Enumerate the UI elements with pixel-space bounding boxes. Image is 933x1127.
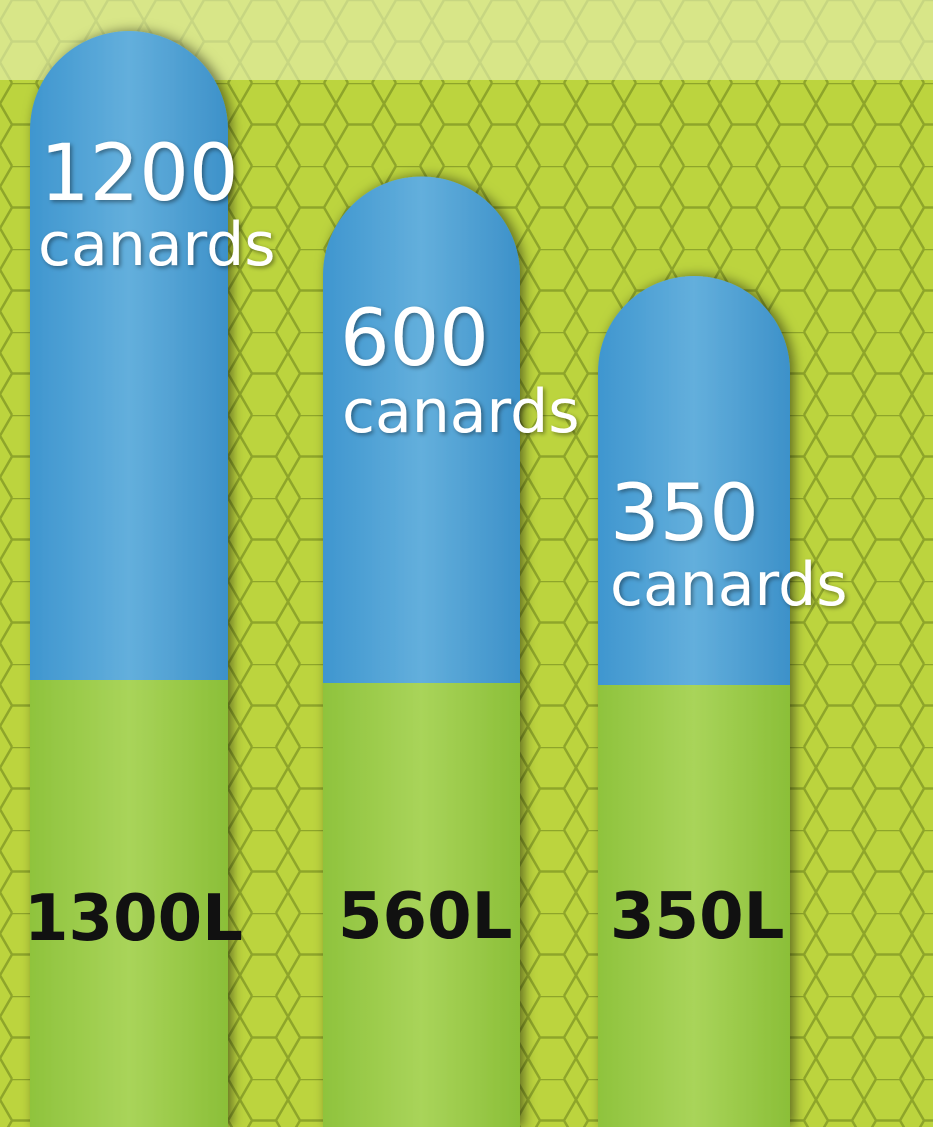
- unit: canards: [342, 377, 580, 447]
- count: 600: [340, 294, 489, 384]
- unit: canards: [38, 210, 276, 280]
- infographic: 1200 canards 600 canards 350 canards 130…: [0, 0, 933, 1127]
- volume: 1300L: [24, 882, 243, 956]
- volume: 560L: [338, 880, 512, 954]
- count: 1200: [40, 129, 239, 219]
- unit: canards: [610, 550, 848, 620]
- volume: 350L: [610, 880, 784, 954]
- count: 350: [610, 469, 759, 559]
